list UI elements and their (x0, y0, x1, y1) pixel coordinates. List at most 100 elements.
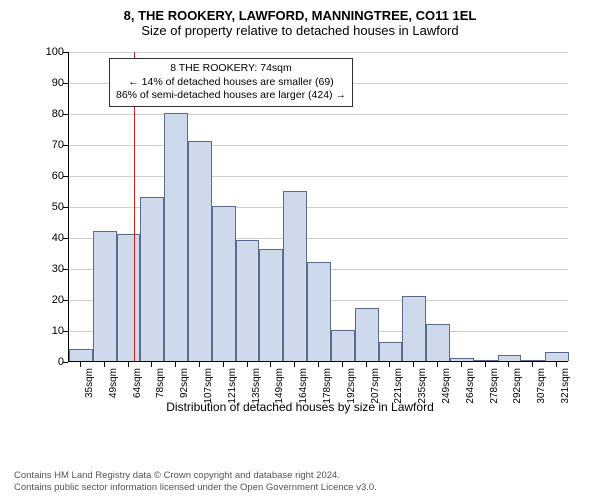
x-tick-mark (556, 362, 557, 367)
x-tick-label: 264sqm (465, 368, 476, 408)
x-tick-label: 149sqm (274, 368, 285, 408)
histogram-bar (355, 308, 379, 361)
histogram-bar (140, 197, 164, 361)
histogram-bar (521, 360, 545, 361)
x-tick-label: 192sqm (346, 368, 357, 408)
annotation-line: ← 14% of detached houses are smaller (69… (116, 76, 346, 90)
gridline (69, 176, 568, 177)
gridline (69, 114, 568, 115)
y-tick-label: 60 (34, 170, 64, 182)
y-tick-label: 100 (34, 46, 64, 58)
x-tick-mark (413, 362, 414, 367)
x-tick-mark (342, 362, 343, 367)
x-tick-label: 235sqm (417, 368, 428, 408)
y-tick-mark (63, 238, 68, 239)
x-tick-label: 92sqm (179, 368, 190, 408)
histogram-bar (212, 206, 236, 361)
y-tick-mark (63, 207, 68, 208)
gridline (69, 145, 568, 146)
y-tick-label: 80 (34, 108, 64, 120)
x-tick-mark (223, 362, 224, 367)
histogram-bar (545, 352, 569, 361)
y-tick-mark (63, 52, 68, 53)
x-tick-mark (128, 362, 129, 367)
x-tick-mark (318, 362, 319, 367)
y-tick-mark (63, 114, 68, 115)
histogram-bar (188, 141, 212, 361)
x-tick-mark (437, 362, 438, 367)
x-tick-mark (80, 362, 81, 367)
histogram-bar (474, 360, 498, 361)
x-tick-mark (247, 362, 248, 367)
x-tick-label: 307sqm (536, 368, 547, 408)
x-tick-mark (294, 362, 295, 367)
plot-area: 8 THE ROOKERY: 74sqm← 14% of detached ho… (68, 52, 568, 362)
x-tick-label: 121sqm (227, 368, 238, 408)
y-tick-label: 50 (34, 201, 64, 213)
x-tick-mark (366, 362, 367, 367)
histogram-bar (379, 342, 403, 361)
y-tick-label: 70 (34, 139, 64, 151)
x-tick-label: 164sqm (298, 368, 309, 408)
y-tick-label: 10 (34, 325, 64, 337)
x-tick-mark (508, 362, 509, 367)
address-title: 8, THE ROOKERY, LAWFORD, MANNINGTREE, CO… (14, 8, 586, 23)
y-tick-label: 0 (34, 356, 64, 368)
y-tick-mark (63, 362, 68, 363)
x-tick-mark (199, 362, 200, 367)
y-tick-mark (63, 145, 68, 146)
y-tick-label: 40 (34, 232, 64, 244)
chart-subtitle: Size of property relative to detached ho… (14, 23, 586, 38)
x-tick-mark (485, 362, 486, 367)
y-tick-mark (63, 300, 68, 301)
x-tick-mark (532, 362, 533, 367)
x-tick-label: 135sqm (251, 368, 262, 408)
y-tick-mark (63, 176, 68, 177)
annotation-line: 86% of semi-detached houses are larger (… (116, 89, 346, 103)
histogram-bar (307, 262, 331, 361)
x-tick-label: 321sqm (560, 368, 571, 408)
footer-line-2: Contains public sector information licen… (14, 482, 586, 494)
histogram-bar (236, 240, 260, 361)
y-tick-label: 20 (34, 294, 64, 306)
x-tick-label: 107sqm (203, 368, 214, 408)
x-tick-label: 207sqm (370, 368, 381, 408)
x-tick-label: 278sqm (489, 368, 500, 408)
chart-container: 8, THE ROOKERY, LAWFORD, MANNINGTREE, CO… (0, 0, 600, 500)
y-tick-mark (63, 83, 68, 84)
annotation-line: 8 THE ROOKERY: 74sqm (116, 62, 346, 76)
attribution-footer: Contains HM Land Registry data © Crown c… (14, 470, 586, 494)
gridline (69, 52, 568, 53)
histogram-bar (259, 249, 283, 361)
x-tick-label: 178sqm (322, 368, 333, 408)
histogram-bar (69, 349, 93, 361)
x-tick-label: 249sqm (441, 368, 452, 408)
x-tick-label: 49sqm (108, 368, 119, 408)
histogram-bar (283, 191, 307, 362)
histogram-bar (331, 330, 355, 361)
x-tick-mark (104, 362, 105, 367)
x-tick-label: 78sqm (155, 368, 166, 408)
y-tick-label: 30 (34, 263, 64, 275)
histogram-bar (402, 296, 426, 361)
x-tick-mark (151, 362, 152, 367)
histogram-bar (498, 355, 522, 361)
x-tick-mark (461, 362, 462, 367)
x-tick-label: 64sqm (132, 368, 143, 408)
histogram-bar (117, 234, 141, 361)
histogram-bar (426, 324, 450, 361)
y-tick-mark (63, 269, 68, 270)
histogram-bar (164, 113, 188, 361)
x-tick-mark (270, 362, 271, 367)
footer-line-1: Contains HM Land Registry data © Crown c… (14, 470, 586, 482)
annotation-box: 8 THE ROOKERY: 74sqm← 14% of detached ho… (109, 58, 353, 107)
x-tick-mark (175, 362, 176, 367)
y-tick-label: 90 (34, 77, 64, 89)
x-tick-label: 35sqm (84, 368, 95, 408)
chart-wrap: Number of detached properties 8 THE ROOK… (20, 42, 580, 412)
histogram-bar (93, 231, 117, 361)
x-tick-label: 221sqm (393, 368, 404, 408)
y-tick-mark (63, 331, 68, 332)
x-tick-label: 292sqm (512, 368, 523, 408)
histogram-bar (450, 358, 474, 361)
